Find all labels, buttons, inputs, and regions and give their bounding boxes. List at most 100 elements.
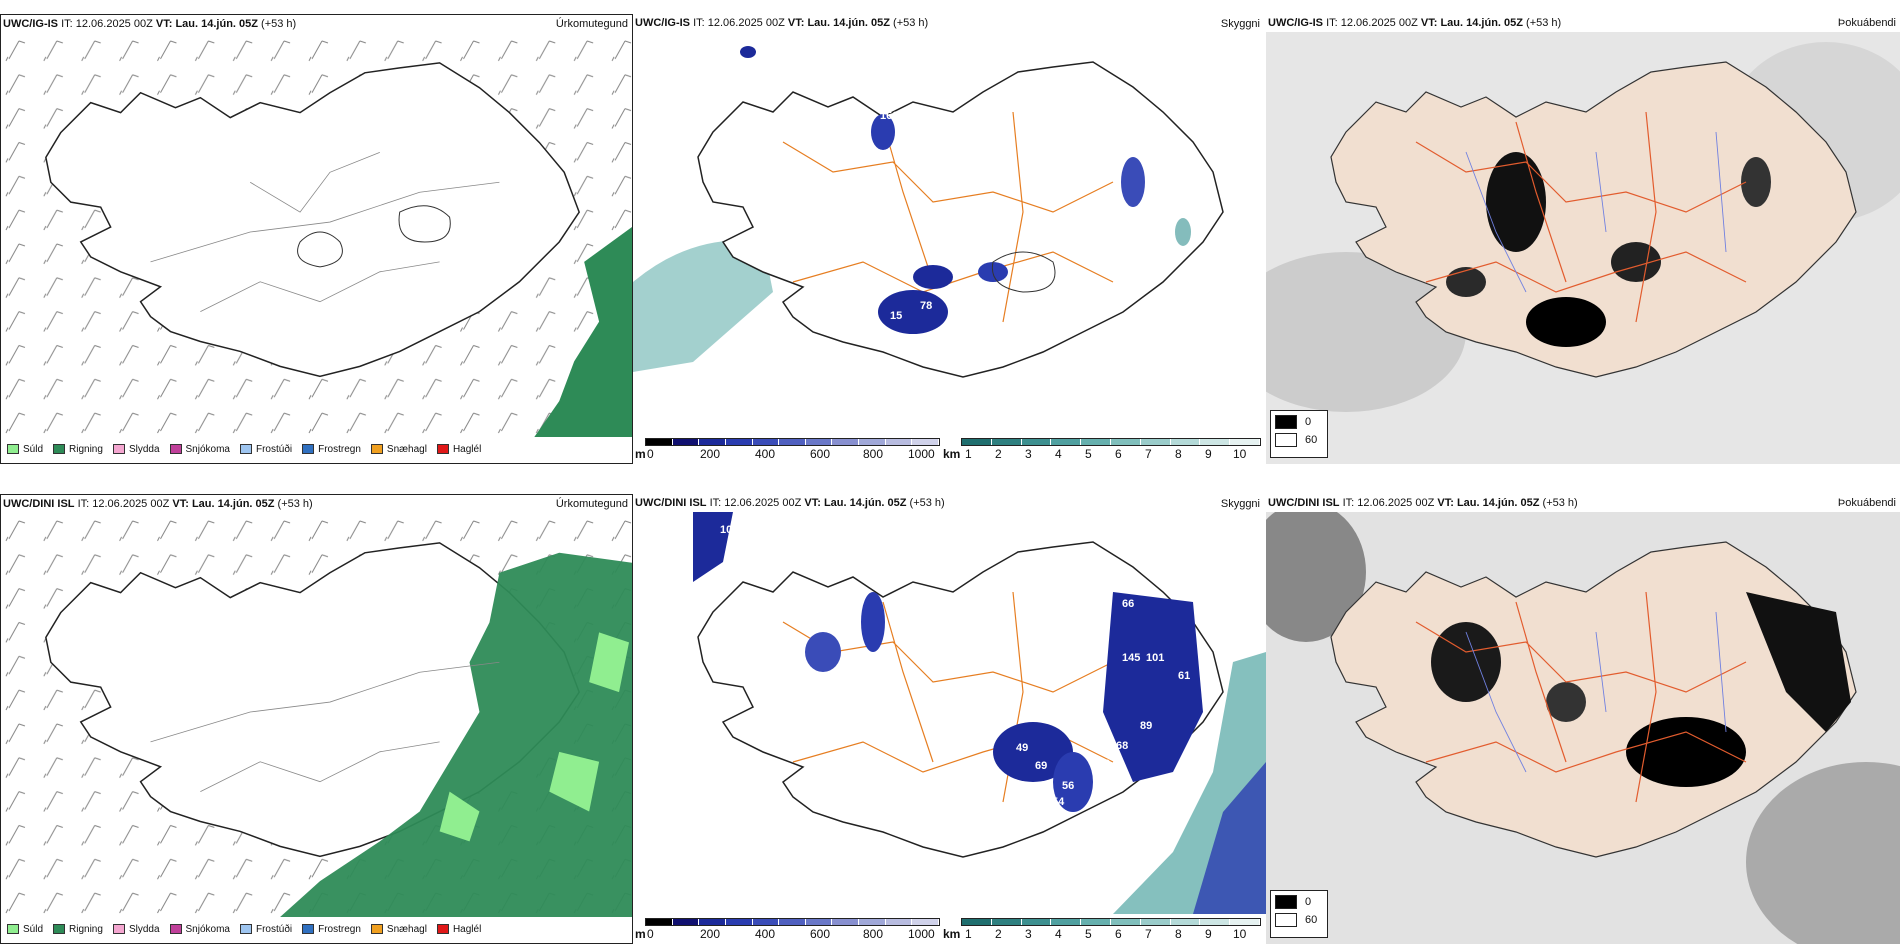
fog-legend-label: 60 [1305,914,1318,926]
ceiling-tick: 200 [700,447,721,461]
panel-fog-dini: UWC/DINI ISL IT: 12.06.2025 00Z VT: Lau.… [1266,494,1900,944]
fog-legend: 0 60 [1270,890,1328,938]
legend-swatch [239,444,252,454]
fog-legend-row: 60 [1275,913,1327,927]
panel-header: UWC/IG-IS IT: 12.06.2025 00Z VT: Lau. 14… [633,14,1266,32]
lead-time: (+53 h) [277,498,313,510]
visibility-tick: 3 [1025,927,1032,941]
fog-legend-swatch [1275,415,1297,429]
legend-swatch [302,924,315,934]
visibility-unit: km [943,447,961,461]
legend-item: Slydda [112,923,160,935]
ceiling-tick: 400 [755,447,776,461]
legend-item: Snjókoma [169,444,230,455]
it-value: 12.06.2025 00Z [75,18,153,30]
legend-item: Snæhagl [370,924,427,935]
lead-time: (+53 h) [1526,17,1562,29]
vt-value: Lau. 14.jún. 05Z [191,498,275,510]
legend-item: Snjókoma [169,924,230,935]
panel-header: UWC/DINI ISL IT: 12.06.2025 00Z VT: Lau.… [633,494,1266,512]
precip-map [1,513,632,917]
precip-type-legend: Súld Rigning Slydda Snjókoma Frostúði Fr… [7,441,491,457]
visibility-colorbar-strip [961,438,1261,446]
visibility-tick: 8 [1175,447,1182,461]
panel-precip-type-dini: UWC/DINI ISL IT: 12.06.2025 00Z VT: Lau.… [0,494,633,944]
legend-label: Rigning [69,443,103,455]
ceiling-value-label: 61 [1178,670,1191,682]
visibility-colorbar-strip [961,918,1261,926]
legend-swatch [370,924,383,934]
legend-label: Frostúði [255,443,293,455]
legend-swatch [53,924,66,934]
legend-item: Rigning [53,444,103,455]
legend-item: Rigning [53,924,103,935]
iceland-visibility-svg [693,512,1266,914]
legend-label: Súld [23,923,44,935]
ceiling-unit: m [635,447,646,461]
legend-swatch [7,924,19,934]
vt-label: VT: [172,498,189,510]
legend-label: Haglél [452,443,482,455]
product-name: Úrkomutegund [555,18,628,30]
visibility-tick: 6 [1115,927,1122,941]
it-label: IT: [709,497,722,509]
ceiling-value-label: 89 [1140,720,1153,732]
precip-map [1,33,632,437]
iceland-fog-svg [1266,32,1900,464]
ceiling-value-label: 69 [1035,760,1048,772]
legend-swatch [112,924,125,934]
legend-item: Súld [7,924,43,935]
fog-map [1266,32,1900,464]
visibility-tick: 2 [995,447,1002,461]
it-value: 12.06.2025 00Z [724,497,802,509]
ceiling-value-label: 69 [935,372,948,384]
visibility-tick: 4 [1055,927,1062,941]
legend-label: Haglél [452,923,482,935]
visibility-map [633,32,1266,434]
fog-legend-swatch [1275,913,1297,927]
vt-label: VT: [1437,497,1454,509]
ceiling-colorbar-strip [645,438,940,446]
ceiling-value-label: 161 [880,110,899,122]
iceland-precip-svg [1,513,632,917]
visibility-tick: 10 [1233,927,1247,941]
legend-swatch [53,444,66,454]
visibility-unit: km [943,927,961,941]
ceiling-value-label: 68 [1116,740,1129,752]
ceiling-value-label: 52 [915,340,928,352]
it-label: IT: [693,17,705,29]
legend-swatch [7,444,19,454]
vt-value: Lau. 14.jún. 05Z [1456,497,1540,509]
legend-label: Slydda [128,443,160,455]
vt-value: Lau. 14.jún. 05Z [175,18,258,30]
visibility-map [633,512,1266,914]
legend-label: Slydda [128,923,160,935]
legend-item: Slydda [112,443,160,455]
legend-swatch [112,444,125,454]
visibility-tick: 5 [1085,927,1092,941]
visibility-tick: 1 [965,447,972,461]
ceiling-tick: 800 [863,447,884,461]
ceiling-tick: 1000 [908,927,935,941]
ceiling-tick: 800 [863,927,884,941]
visibility-tick: 3 [1025,447,1032,461]
ceiling-value-label: 78 [920,300,933,312]
visibility-tick: 8 [1175,927,1182,941]
fog-legend-row: 0 [1275,895,1327,909]
ceiling-value-label: 10 [980,290,993,302]
ceiling-tick: 400 [755,927,776,941]
lead-time: (+53 h) [893,17,929,29]
iceland-precip-svg [1,33,632,437]
legend-swatch [370,444,383,454]
vt-value: Lau. 14.jún. 05Z [1440,17,1523,29]
legend-swatch [436,924,449,934]
it-value: 12.06.2025 00Z [92,498,170,510]
lead-time: (+53 h) [909,497,945,509]
legend-swatch [302,444,315,454]
product-name: Skyggni [1220,498,1260,510]
legend-label: Snæhagl [386,443,427,455]
ceiling-tick: 600 [810,447,831,461]
iceland-visibility-svg [633,46,1224,378]
visibility-tick: 6 [1115,447,1122,461]
visibility-tick: 7 [1145,927,1152,941]
